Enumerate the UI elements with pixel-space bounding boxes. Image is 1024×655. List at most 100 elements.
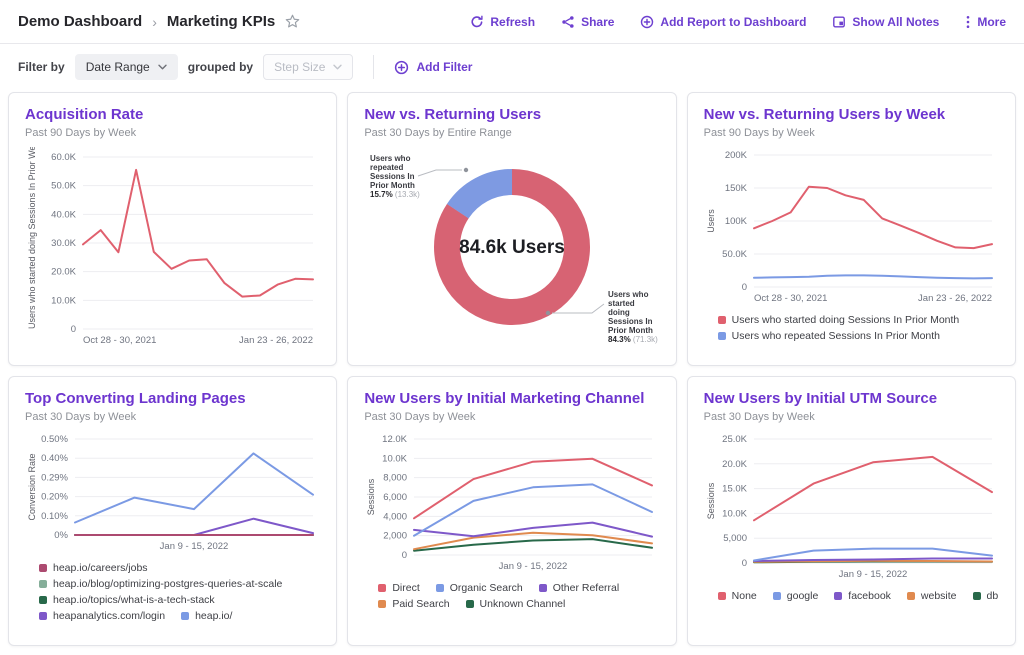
legend-item[interactable]: db: [972, 590, 998, 602]
svg-text:Jan 9 - 15, 2022: Jan 9 - 15, 2022: [160, 541, 229, 552]
date-range-dropdown[interactable]: Date Range: [74, 54, 178, 80]
legend-item[interactable]: Users who repeated Sessions In Prior Mon…: [717, 330, 941, 342]
legend-item[interactable]: heap.io/topics/what-is-a-tech-stack: [39, 594, 215, 606]
chart-legend: heap.io/careers/jobs heap.io/blog/optimiz…: [39, 562, 320, 622]
more-button[interactable]: More: [965, 15, 1006, 29]
svg-text:15.0K: 15.0K: [722, 484, 747, 495]
legend-label: Paid Search: [392, 598, 450, 610]
legend-item[interactable]: Paid Search: [378, 598, 450, 610]
legend-item[interactable]: heap.io/careers/jobs: [39, 562, 148, 574]
legend-item[interactable]: website: [906, 590, 957, 602]
svg-text:Jan 9 - 15, 2022: Jan 9 - 15, 2022: [838, 569, 907, 580]
report-grid: Acquisition Rate Past 90 Days by Week 60…: [0, 90, 1024, 654]
legend-label: heap.io/careers/jobs: [53, 562, 148, 574]
add-report-button[interactable]: Add Report to Dashboard: [640, 15, 806, 29]
legend-swatch: [465, 600, 474, 608]
svg-text:Jan 23 - 26, 2022: Jan 23 - 26, 2022: [239, 335, 313, 346]
step-size-dropdown[interactable]: Step Size: [263, 54, 354, 80]
donut-chart-svg: 84.6k Users Users who repeated Sessions In P…: [370, 154, 658, 344]
legend-item[interactable]: Organic Search: [435, 582, 523, 594]
card-new-vs-returning-by-week: New vs. Returning Users by Week Past 90 …: [686, 92, 1016, 366]
legend-label: Users who repeated Sessions In Prior Mon…: [731, 330, 941, 342]
report-title[interactable]: New Users by Initial Marketing Channel: [364, 390, 645, 407]
svg-text:0: 0: [402, 550, 407, 561]
report-title[interactable]: Top Converting Landing Pages: [25, 390, 246, 407]
more-label: More: [977, 14, 1006, 29]
svg-text:10.0K: 10.0K: [51, 295, 76, 306]
legend-item[interactable]: facebook: [834, 590, 891, 602]
filter-by-label: Filter by: [18, 60, 65, 74]
line-chart-svg: 200K 150K 100K 50.0K 0 Users Oct 28 - 30, 2021…: [706, 150, 993, 304]
legend-item[interactable]: heap.io/: [181, 610, 232, 622]
legend-swatch: [972, 592, 981, 600]
legend-label: Other Referral: [552, 582, 620, 594]
legend-swatch: [39, 564, 47, 572]
svg-text:0.40%: 0.40%: [41, 453, 68, 464]
svg-text:30.0K: 30.0K: [51, 238, 76, 249]
legend-item[interactable]: Users who started doing Sessions In Prio…: [717, 314, 960, 326]
report-title[interactable]: New vs. Returning Users: [364, 106, 542, 123]
report-title[interactable]: Acquisition Rate: [25, 106, 144, 123]
filter-bar: Filter by Date Range grouped by Step Siz…: [0, 44, 1024, 90]
chart-legend: Users who started doing Sessions In Prio…: [717, 314, 999, 342]
share-button[interactable]: Share: [561, 15, 614, 29]
report-subtitle: Past 90 Days by Week: [703, 127, 815, 139]
breadcrumb-dashboard[interactable]: Demo Dashboard: [18, 13, 143, 30]
legend-label: Organic Search: [449, 582, 523, 594]
breadcrumb-separator: ›: [152, 13, 157, 30]
refresh-button[interactable]: Refresh: [470, 15, 535, 29]
svg-text:4,000: 4,000: [384, 511, 408, 522]
report-title[interactable]: New vs. Returning Users by Week: [703, 106, 946, 123]
legend-label: Direct: [392, 582, 420, 594]
legend-label: Users who started doing Sessions In Prio…: [731, 314, 960, 326]
svg-text:0: 0: [741, 558, 746, 569]
refresh-icon: [471, 15, 483, 27]
marketing-channel-chart: 12.0K 10.0K 8,000 6,000 4,000 2,000 0 Sessions J…: [364, 431, 659, 610]
legend-swatch: [772, 592, 781, 600]
plus-circle-icon: [641, 15, 654, 28]
svg-text:Sessions: Sessions: [366, 478, 376, 515]
svg-text:200K: 200K: [724, 150, 747, 161]
utm-source-chart: 25.0K 20.0K 15.0K 10.0K 5,000 0 Sessions Jan 9 …: [704, 431, 999, 602]
svg-text:5,000: 5,000: [723, 533, 747, 544]
legend-item[interactable]: google: [772, 590, 818, 602]
add-filter-label: Add Filter: [416, 60, 473, 74]
legend-label: website: [920, 590, 957, 602]
svg-text:10.0K: 10.0K: [383, 453, 408, 464]
toolbar: Refresh Share Add Report to Dashboard Sh…: [470, 15, 1006, 29]
favorite-star-icon[interactable]: [285, 14, 300, 29]
legend-item[interactable]: Unknown Channel: [465, 598, 565, 610]
report-title[interactable]: New Users by Initial UTM Source: [703, 390, 938, 407]
step-size-value: Step Size: [274, 60, 326, 74]
legend-swatch: [717, 592, 726, 600]
legend-item[interactable]: None: [717, 590, 757, 602]
legend-swatch: [378, 584, 387, 592]
svg-text:0: 0: [741, 282, 746, 293]
svg-text:50.0K: 50.0K: [722, 249, 747, 260]
report-subtitle: Past 90 Days by Week: [25, 127, 137, 139]
legend-item[interactable]: heapanalytics.com/login: [39, 610, 165, 622]
new-vs-returning-donut-chart: 84.6k Users Users who repeated Sessions In P…: [364, 147, 659, 357]
svg-text:6,000: 6,000: [384, 492, 408, 503]
legend-swatch: [538, 584, 547, 592]
svg-text:60.0K: 60.0K: [51, 152, 76, 163]
date-range-value: Date Range: [85, 60, 150, 74]
page-title: Marketing KPIs: [166, 13, 276, 30]
legend-item[interactable]: Other Referral: [538, 582, 620, 594]
report-subtitle: Past 30 Days by Week: [703, 411, 815, 423]
svg-text:Conversion Rate: Conversion Rate: [27, 453, 37, 520]
show-notes-button[interactable]: Show All Notes: [832, 15, 939, 29]
legend-item[interactable]: Direct: [378, 582, 420, 594]
card-new-users-utm-source: New Users by Initial UTM Source Past 30 …: [686, 376, 1016, 646]
legend-label: heap.io/topics/what-is-a-tech-stack: [53, 594, 215, 606]
svg-text:8,000: 8,000: [384, 473, 408, 484]
line-chart-svg: 0.50% 0.40% 0.29% 0.20% 0.10% 0% Conversion Ra…: [27, 434, 314, 552]
legend-swatch: [39, 580, 47, 588]
refresh-label: Refresh: [490, 14, 536, 29]
chevron-down-icon: [333, 64, 343, 70]
svg-text:20.0K: 20.0K: [722, 459, 747, 470]
svg-text:Users who started doing Sessio: Users who started doing Sessions In Prio…: [27, 147, 37, 329]
legend-item[interactable]: heap.io/blog/optimizing-postgres-queries…: [39, 578, 282, 590]
add-filter-button[interactable]: Add Filter: [394, 60, 472, 75]
